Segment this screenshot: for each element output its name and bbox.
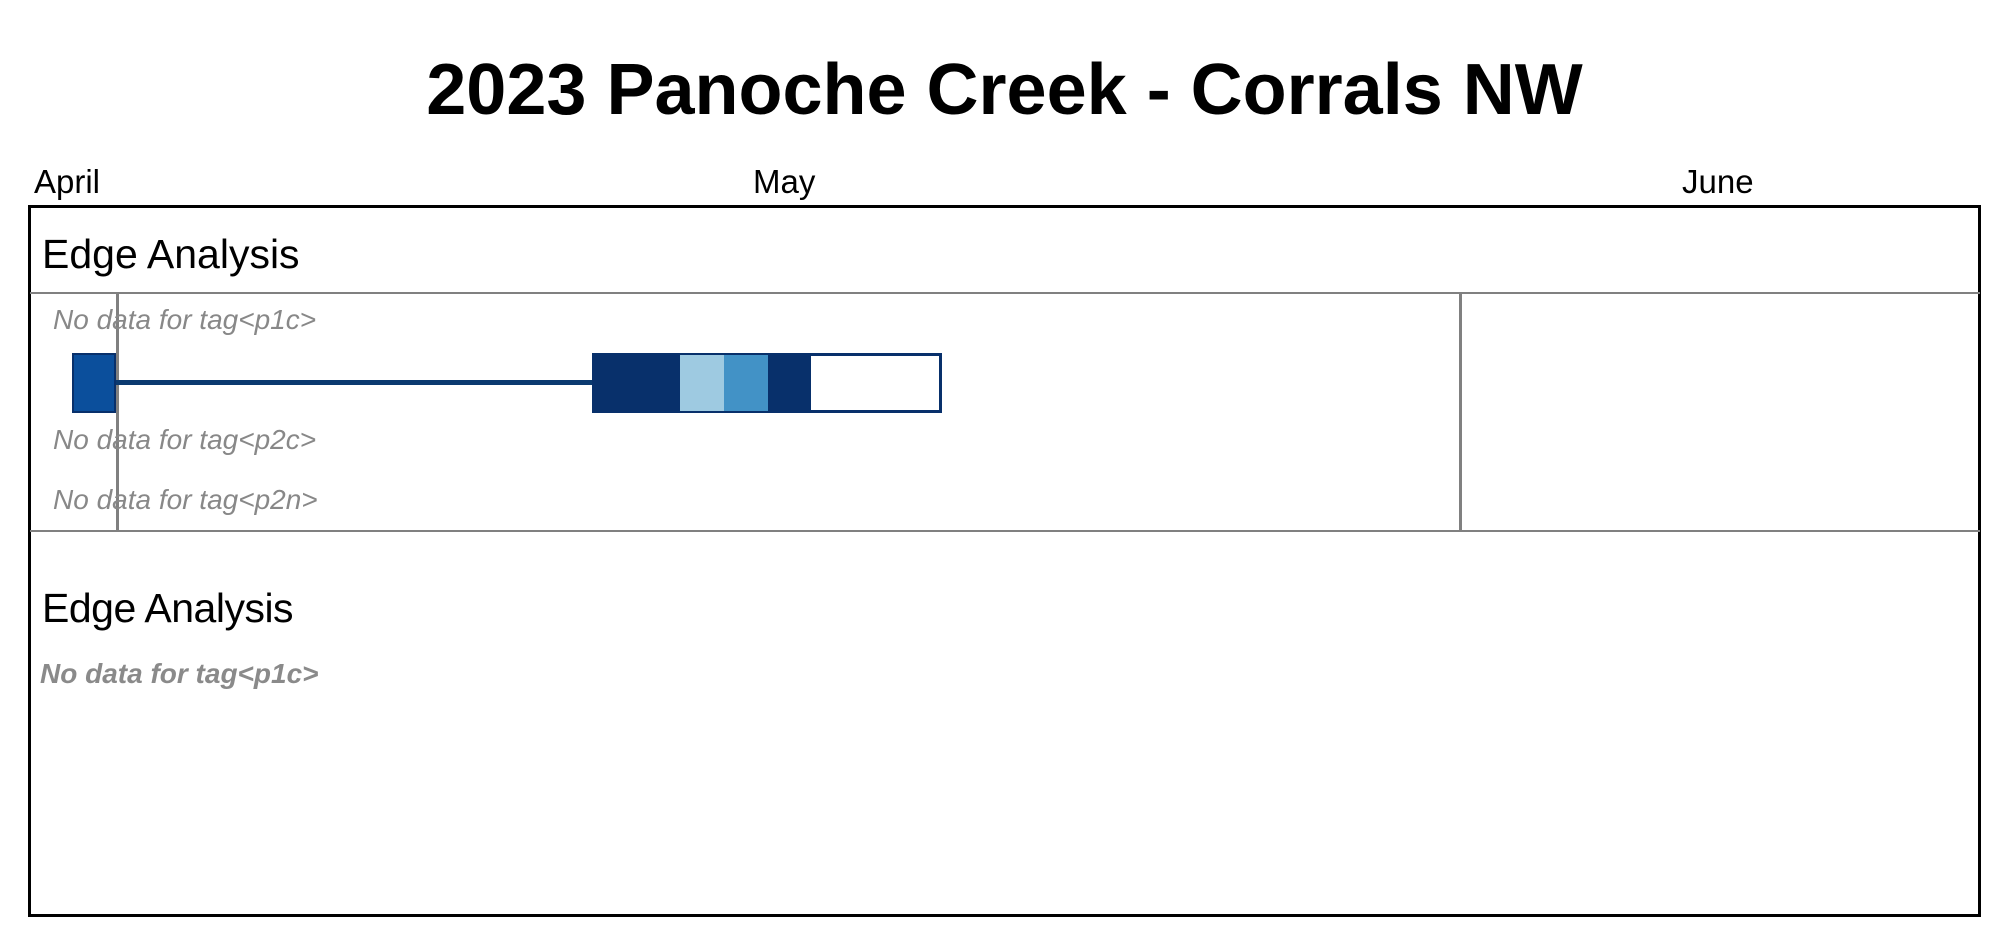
bar-segment-dark-1 bbox=[592, 353, 680, 413]
chart-frame bbox=[28, 205, 1981, 917]
month-label-april: April bbox=[34, 163, 101, 200]
no-data-p2n: No data for tag<p2n> bbox=[53, 484, 318, 515]
reference-line-left bbox=[116, 292, 119, 532]
bar-segment-dark-2 bbox=[768, 353, 811, 413]
timeline-panel bbox=[30, 292, 1980, 532]
month-label-may: May bbox=[753, 163, 816, 200]
no-data-p1c: No data for tag<p1c> bbox=[53, 304, 317, 335]
bar-segment-mid bbox=[724, 353, 768, 413]
bar-segment-start bbox=[72, 353, 116, 413]
bar-outline bbox=[592, 353, 942, 413]
no-data-p2c: No data for tag<p2c> bbox=[53, 424, 317, 455]
reference-line-right bbox=[1459, 292, 1462, 532]
chart-title: 2023 Panoche Creek - Corrals NW bbox=[426, 50, 1583, 130]
bar-segment-light bbox=[680, 353, 724, 413]
month-label-june: June bbox=[1682, 163, 1754, 200]
section-2-no-data-p1c: No data for tag<p1c> bbox=[40, 658, 319, 689]
bar-connector-line bbox=[116, 380, 593, 385]
section-2-heading: Edge Analysis bbox=[42, 585, 294, 631]
section-1-heading: Edge Analysis bbox=[42, 231, 300, 277]
